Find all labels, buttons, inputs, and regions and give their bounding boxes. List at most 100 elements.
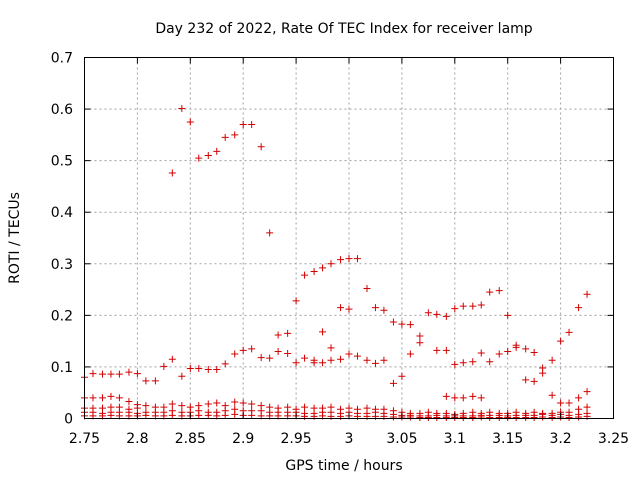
data-point: [89, 394, 97, 402]
data-point: [548, 391, 556, 399]
data-point: [416, 339, 424, 347]
data-point: [433, 310, 441, 318]
data-point: [195, 364, 203, 372]
data-point: [231, 131, 239, 139]
data-point: [469, 392, 477, 400]
data-point: [424, 413, 432, 421]
data-point: [231, 398, 239, 406]
series-sat-c: [81, 339, 424, 387]
data-point: [371, 304, 379, 312]
data-point: [469, 413, 477, 421]
data-point: [389, 318, 397, 326]
data-point: [353, 255, 361, 263]
data-point: [327, 260, 335, 268]
data-point: [495, 413, 503, 421]
x-tick-label: 2.9: [232, 431, 254, 447]
data-point: [557, 399, 565, 407]
data-point: [459, 359, 467, 367]
data-point: [363, 285, 371, 293]
data-point: [406, 413, 414, 421]
y-axis-label: ROTI / TECUs: [7, 192, 23, 284]
data-point: [142, 402, 150, 410]
data-point: [337, 256, 345, 264]
data-point: [186, 118, 194, 126]
data-point: [459, 413, 467, 421]
y-tick-label: 0: [64, 412, 73, 428]
data-point: [292, 359, 300, 367]
data-point: [125, 368, 133, 376]
data-point: [459, 302, 467, 310]
data-point: [416, 332, 424, 340]
data-point: [345, 305, 353, 313]
data-point: [221, 360, 229, 368]
data-point: [221, 411, 229, 419]
data-point: [248, 121, 256, 129]
data-point: [107, 370, 115, 378]
data-point: [142, 411, 150, 419]
x-tick-labels: 2.75 2.8 2.85 2.9 2.95 3 3.05 3.1 3.15 3.2 3.25: [69, 431, 629, 447]
y-tick-label: 0.5: [51, 154, 73, 170]
data-point: [530, 377, 538, 385]
data-point: [239, 346, 247, 354]
data-point: [98, 394, 106, 402]
data-point: [248, 411, 256, 419]
data-point: [548, 413, 556, 421]
x-tick-label: 3: [345, 431, 354, 447]
data-point: [477, 413, 485, 421]
data-point: [98, 370, 106, 378]
data-point: [266, 354, 274, 362]
data-point: [363, 356, 371, 364]
data-point: [469, 302, 477, 310]
data-point: [565, 328, 573, 336]
data-point: [337, 304, 345, 312]
data-point: [266, 229, 274, 237]
data-point: [213, 399, 221, 407]
data-point: [477, 301, 485, 309]
x-tick-label: 3.15: [492, 431, 523, 447]
data-point: [575, 304, 583, 312]
x-tick-label: 2.75: [69, 431, 100, 447]
data-point: [195, 154, 203, 162]
data-point: [168, 355, 176, 363]
data-point: [168, 169, 176, 177]
data-point: [107, 411, 115, 419]
data-point: [451, 360, 459, 368]
data-point: [115, 394, 123, 402]
data-point: [204, 400, 212, 408]
data-point: [442, 392, 450, 400]
data-point: [416, 413, 424, 421]
data-point: [239, 399, 247, 407]
data-point: [327, 356, 335, 364]
data-point: [160, 362, 168, 370]
data-point: [319, 328, 327, 336]
y-tick-labels: 0 0.1 0.2 0.3 0.4 0.5 0.6 0.7: [51, 51, 73, 428]
data-point: [380, 306, 388, 314]
data-point: [231, 350, 239, 358]
data-point: [310, 268, 318, 276]
data-point: [89, 370, 97, 378]
data-point: [512, 413, 520, 421]
data-point: [442, 312, 450, 320]
data-point: [186, 364, 194, 372]
y-tick-label: 0.1: [51, 360, 73, 376]
data-point: [539, 369, 547, 377]
y-tick-label: 0.6: [51, 102, 73, 118]
data-point: [204, 151, 212, 159]
data-point: [178, 372, 186, 380]
data-point: [345, 255, 353, 263]
y-tick-label: 0.4: [51, 205, 73, 221]
data-point: [327, 344, 335, 352]
data-point: [125, 397, 133, 405]
data-point: [151, 377, 159, 385]
data-point: [178, 105, 186, 113]
data-point: [319, 264, 327, 272]
series-sat-e: [81, 346, 591, 409]
data-point: [486, 288, 494, 296]
series-sat-a: [168, 105, 274, 237]
axis-ticks: [84, 57, 614, 419]
data-point: [231, 410, 239, 418]
data-point: [495, 287, 503, 295]
data-point: [319, 359, 327, 367]
y-tick-label: 0.3: [51, 257, 73, 273]
